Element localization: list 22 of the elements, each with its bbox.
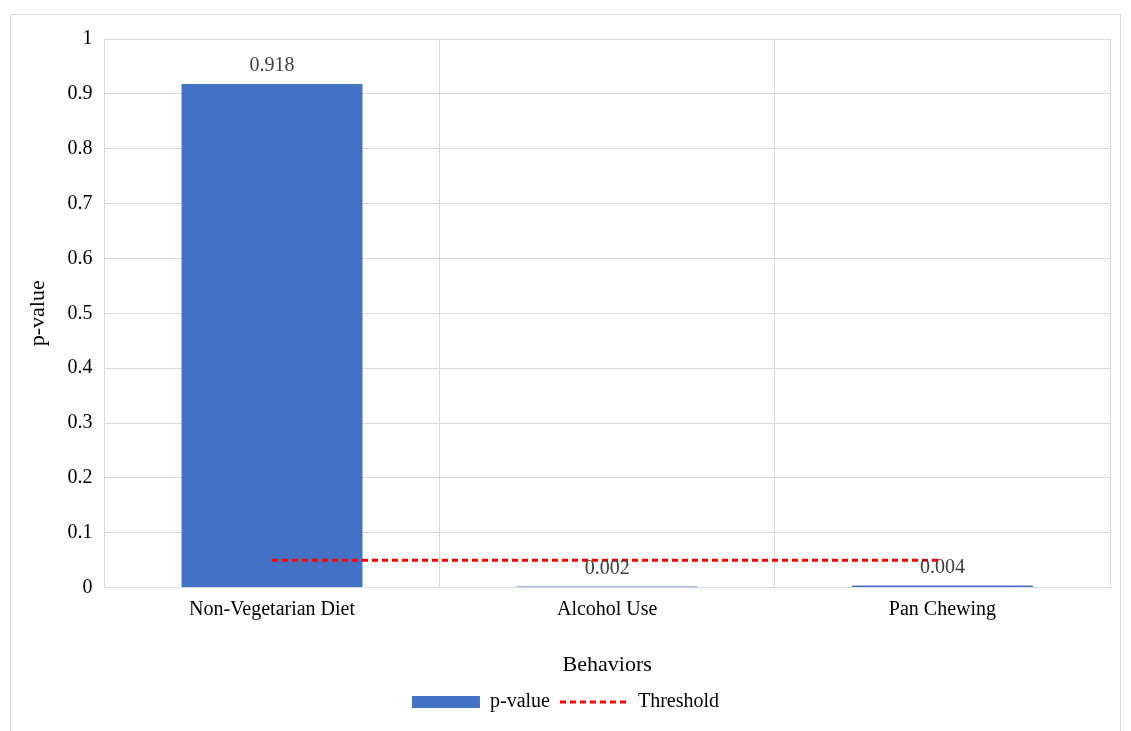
- data-label: 0.002: [584, 555, 630, 578]
- x-axis-title: Behaviors: [562, 650, 652, 676]
- y-tick-label: 0.2: [67, 465, 93, 488]
- y-tick-label: 1: [82, 26, 93, 49]
- y-tick-label: 0.7: [67, 190, 93, 213]
- y-tick-label: 0.1: [67, 519, 93, 542]
- x-tick-label: Alcohol Use: [556, 596, 658, 619]
- bar: [181, 83, 363, 588]
- y-tick-label: 0.9: [67, 81, 93, 104]
- y-tick-label: 0.4: [67, 355, 93, 378]
- y-tick-label: 0.3: [67, 410, 93, 433]
- x-tick-label: Non-Vegetarian Diet: [188, 596, 356, 620]
- y-tick-label: 0: [82, 574, 93, 597]
- y-tick-label: 0.5: [67, 300, 93, 323]
- data-label: 0.918: [249, 53, 295, 76]
- legend-label: p-value: [489, 689, 551, 713]
- legend-label: Threshold: [637, 689, 720, 712]
- y-tick-label: 0.6: [67, 245, 93, 268]
- y-tick-label: 0.8: [67, 135, 93, 158]
- x-tick-label: Pan Chewing: [888, 596, 997, 620]
- data-label: 0.004: [919, 554, 965, 577]
- y-axis-title: p-value: [23, 280, 49, 347]
